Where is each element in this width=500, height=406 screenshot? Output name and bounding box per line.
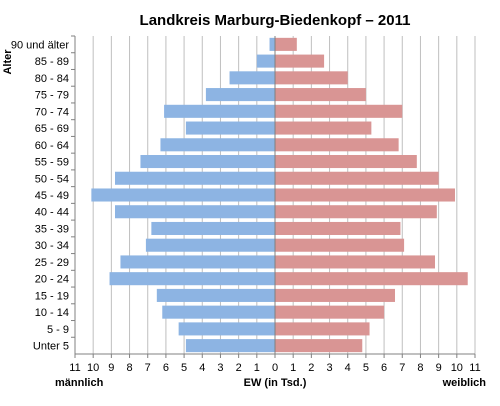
male-bar: [151, 221, 275, 236]
female-bar: [275, 322, 370, 336]
x-tick-label: 5: [363, 362, 369, 374]
male-bar: [269, 37, 275, 51]
category-label: 20 - 24: [35, 274, 69, 286]
x-tick-label: 7: [399, 362, 405, 374]
category-label: 35 - 39: [35, 223, 69, 235]
category-label: Unter 5: [33, 341, 69, 353]
female-bar: [275, 54, 325, 68]
category-label: 45 - 49: [35, 190, 69, 202]
female-bar: [275, 138, 399, 152]
female-bar: [275, 171, 439, 185]
x-axis-label: EW (in Tsd.): [244, 377, 307, 389]
male-bar: [120, 255, 275, 269]
x-tick-label: 0: [272, 362, 278, 374]
female-bar: [275, 104, 403, 118]
female-bar: [275, 272, 468, 286]
female-bar: [275, 121, 372, 135]
category-label: 65 - 69: [35, 123, 69, 135]
male-bar: [145, 238, 275, 252]
x-tick-label: 10: [451, 362, 463, 374]
male-bar: [185, 121, 275, 135]
female-bar: [275, 71, 348, 85]
category-label: 10 - 14: [35, 307, 69, 319]
x-tick-label: 2: [236, 362, 242, 374]
male-bar: [164, 104, 275, 118]
x-tick-label: 10: [87, 362, 99, 374]
female-bar: [275, 205, 437, 219]
female-bar: [275, 238, 405, 252]
category-label: 25 - 29: [35, 257, 69, 269]
male-bar: [91, 188, 275, 202]
female-label: weiblich: [442, 377, 487, 389]
male-label: männlich: [55, 377, 104, 389]
x-tick-label: 6: [381, 362, 387, 374]
female-bar: [275, 255, 435, 269]
male-bar: [115, 171, 275, 185]
x-tick-label: 6: [163, 362, 169, 374]
female-bar: [275, 188, 455, 202]
female-bar: [275, 339, 363, 353]
category-label: 85 - 89: [35, 56, 69, 68]
x-tick-label: 9: [436, 362, 442, 374]
x-tick-label: 8: [126, 362, 132, 374]
male-bar: [115, 205, 275, 219]
x-tick-label: 7: [145, 362, 151, 374]
male-bar: [160, 138, 275, 152]
category-label: 60 - 64: [35, 140, 69, 152]
male-bar: [229, 71, 275, 85]
x-tick-label: 9: [108, 362, 114, 374]
male-bar: [205, 88, 275, 102]
x-tick-label: 5: [181, 362, 187, 374]
y-axis-label: Alter: [2, 49, 14, 75]
category-label: 30 - 34: [35, 240, 69, 252]
x-tick-label: 11: [469, 362, 480, 374]
category-label: 90 und älter: [11, 39, 69, 51]
category-label: 40 - 44: [35, 207, 69, 219]
male-bar: [256, 54, 275, 68]
female-bar: [275, 88, 366, 102]
male-bar: [140, 154, 275, 169]
male-bar: [185, 339, 275, 353]
male-bar: [109, 272, 275, 286]
female-bar: [275, 221, 401, 236]
x-tick-label: 11: [69, 362, 80, 374]
female-bar: [275, 305, 385, 319]
x-tick-label: 2: [308, 362, 314, 374]
category-label: 5 - 9: [47, 324, 69, 336]
x-tick-label: 3: [326, 362, 332, 374]
x-tick-label: 8: [417, 362, 423, 374]
category-label: 75 - 79: [35, 90, 69, 102]
category-label: 15 - 19: [35, 290, 69, 302]
category-label: 55 - 59: [35, 157, 69, 169]
female-bar: [275, 37, 297, 51]
male-bar: [162, 305, 275, 319]
female-bar: [275, 288, 395, 302]
x-tick-label: 1: [290, 362, 296, 374]
x-tick-label: 4: [345, 362, 351, 374]
x-tick-label: 4: [199, 362, 205, 374]
category-label: 50 - 54: [35, 173, 69, 185]
male-bar: [178, 322, 275, 336]
male-bar: [156, 288, 275, 302]
chart-title: Landkreis Marburg-Biedenkopf – 2011: [140, 12, 411, 29]
category-label: 70 - 74: [35, 106, 69, 118]
category-label: 80 - 84: [35, 73, 69, 85]
female-bar: [275, 154, 417, 169]
x-tick-label: 1: [254, 362, 260, 374]
x-tick-label: 3: [217, 362, 223, 374]
